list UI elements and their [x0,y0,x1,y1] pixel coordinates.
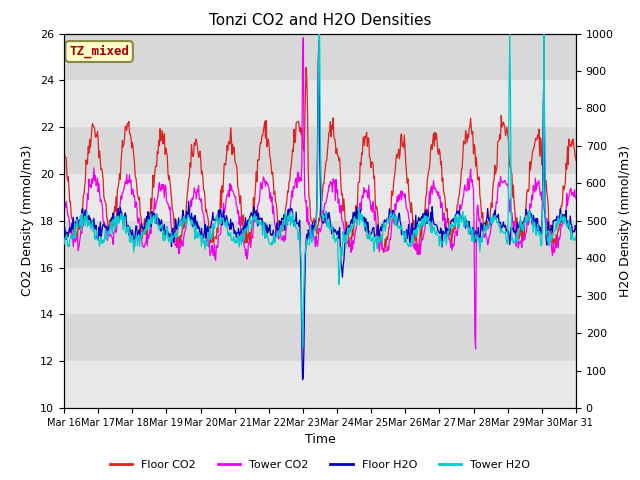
Y-axis label: H2O Density (mmol/m3): H2O Density (mmol/m3) [620,145,632,297]
Y-axis label: CO2 Density (mmol/m3): CO2 Density (mmol/m3) [22,145,35,297]
Legend: Floor CO2, Tower CO2, Floor H2O, Tower H2O: Floor CO2, Tower CO2, Floor H2O, Tower H… [105,456,535,474]
Title: Tonzi CO2 and H2O Densities: Tonzi CO2 and H2O Densities [209,13,431,28]
Bar [64,361,576,408]
Bar [64,267,576,314]
Bar [64,174,576,221]
Text: TZ_mixed: TZ_mixed [69,45,129,58]
Bar [64,80,576,127]
X-axis label: Time: Time [305,433,335,446]
